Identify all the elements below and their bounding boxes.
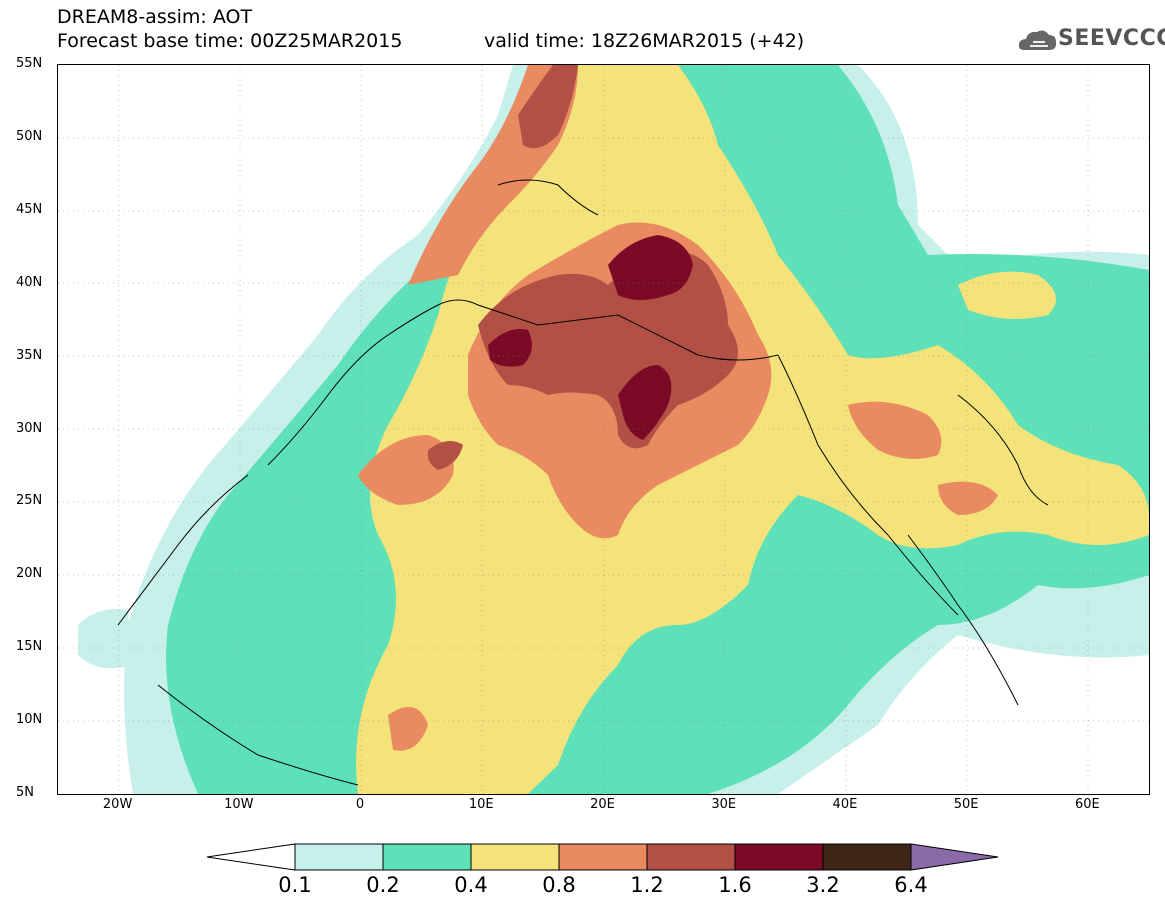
aot-map bbox=[57, 64, 1150, 795]
lat-tick-label: 30N bbox=[16, 420, 43, 436]
lon-tick-label: 20W bbox=[102, 797, 133, 812]
colorbar-label: 0.1 bbox=[278, 873, 312, 897]
colorbar-segment bbox=[470, 843, 560, 871]
colorbar-label: 1.2 bbox=[630, 873, 664, 897]
colorbar-segment bbox=[382, 843, 472, 871]
lon-tick-label: 30E bbox=[711, 797, 737, 812]
lat-tick-label: 20N bbox=[16, 566, 43, 582]
colorbar-segment bbox=[294, 843, 384, 871]
aot-shade-1p6 bbox=[488, 235, 693, 440]
lat-tick-label: 50N bbox=[16, 128, 43, 144]
lon-tick-label: 40E bbox=[832, 797, 858, 812]
valid-time: valid time: 18Z26MAR2015 (+42) bbox=[484, 30, 805, 52]
lon-tick-label: 20E bbox=[590, 797, 615, 812]
lon-tick-label: 0 bbox=[355, 797, 365, 812]
logo-text: SEEVCCC bbox=[1058, 26, 1165, 51]
cloud-logo-icon bbox=[1018, 30, 1057, 50]
colorbar-label: 0.4 bbox=[454, 873, 488, 897]
aot-shade-0p4 bbox=[356, 65, 1149, 794]
lat-tick-label: 55N bbox=[16, 56, 43, 71]
colorbar-segment bbox=[734, 843, 824, 871]
lat-tick-label: 45N bbox=[16, 201, 43, 217]
lat-tick-label: 10N bbox=[16, 712, 43, 728]
lat-tick-label: 40N bbox=[16, 274, 43, 290]
colorbar-label: 1.6 bbox=[718, 873, 752, 897]
lat-tick-label: 5N bbox=[16, 785, 34, 800]
colorbar-label: 0.8 bbox=[542, 873, 576, 897]
colorbar-segment bbox=[558, 843, 648, 871]
colorbar-arrow-high bbox=[910, 843, 999, 871]
aot-shade-1p2 bbox=[427, 65, 738, 470]
colorbar-arrow-low bbox=[206, 843, 296, 871]
lon-tick-label: 50E bbox=[953, 797, 979, 812]
colorbar-label: 3.2 bbox=[806, 873, 840, 897]
lat-tick-label: 35N bbox=[16, 347, 43, 363]
color-bar bbox=[206, 843, 999, 871]
lon-tick-label: 60E bbox=[1074, 797, 1100, 812]
aot-field bbox=[58, 65, 1149, 794]
colorbar-segment bbox=[822, 843, 912, 871]
lon-tick-label: 10E bbox=[468, 797, 494, 812]
lat-tick-label: 25N bbox=[16, 493, 43, 509]
lat-tick-label: 15N bbox=[16, 639, 43, 655]
lon-tick-label: 10W bbox=[224, 797, 254, 812]
forecast-base-time: Forecast base time: 00Z25MAR2015 bbox=[57, 30, 403, 52]
colorbar-segment bbox=[646, 843, 736, 871]
coastline bbox=[117, 179, 1049, 786]
graticule bbox=[58, 65, 1149, 794]
colorbar-label: 6.4 bbox=[894, 873, 928, 897]
colorbar-label: 0.2 bbox=[366, 873, 400, 897]
map-title: DREAM8-assim: AOT bbox=[57, 6, 253, 28]
